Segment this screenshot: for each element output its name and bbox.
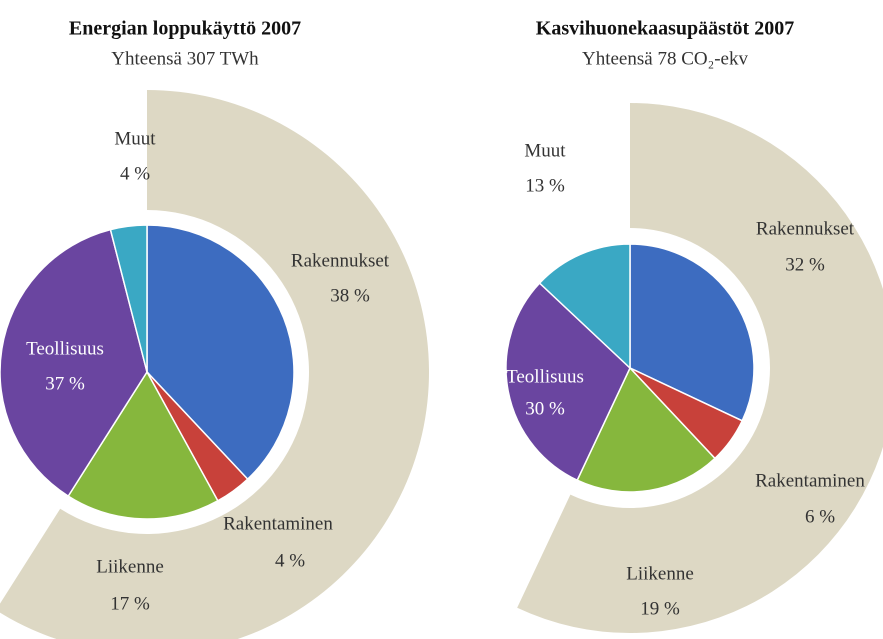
value-label: 4 %	[120, 163, 150, 184]
slice-label: Rakentaminen	[755, 470, 865, 491]
highlight-ring	[0, 90, 429, 639]
slice-label: Liikenne	[96, 556, 164, 577]
slice-label: Teollisuus	[506, 366, 584, 387]
slice-label: Rakentaminen	[223, 513, 333, 534]
value-label: 13 %	[525, 175, 565, 196]
chart-title: Energian loppukäyttö 2007	[69, 18, 301, 40]
value-label: 17 %	[110, 593, 150, 614]
pie-slice	[629, 243, 755, 422]
pie-slice	[67, 370, 219, 520]
chart-subtitle: Yhteensä 307 TWh	[111, 48, 259, 69]
value-label: 38 %	[330, 285, 370, 306]
chart-subtitle: Yhteensä 78 CO₂-ekv	[582, 48, 748, 69]
value-label: 6 %	[805, 506, 835, 527]
slice-label: Muut	[524, 140, 566, 161]
pie-slice	[146, 224, 295, 481]
pie-slice	[109, 224, 148, 373]
value-label: 30 %	[525, 398, 565, 419]
highlight-ring	[517, 103, 883, 633]
chart-title: Kasvihuonekaasupäästöt 2007	[536, 18, 794, 40]
value-label: 32 %	[785, 254, 825, 275]
slice-label: Muut	[114, 128, 156, 149]
pie-slice	[505, 282, 631, 482]
pie-slice	[576, 366, 716, 493]
slice-label: Teollisuus	[26, 338, 104, 359]
pie-slice	[0, 228, 148, 498]
value-label: 37 %	[45, 373, 85, 394]
value-label: 19 %	[640, 598, 680, 619]
slice-label: Rakennukset	[291, 250, 390, 271]
pie-slice	[538, 243, 631, 370]
slice-label: Rakennukset	[756, 218, 855, 239]
slice-label: Liikenne	[626, 563, 694, 584]
value-label: 4 %	[275, 550, 305, 571]
